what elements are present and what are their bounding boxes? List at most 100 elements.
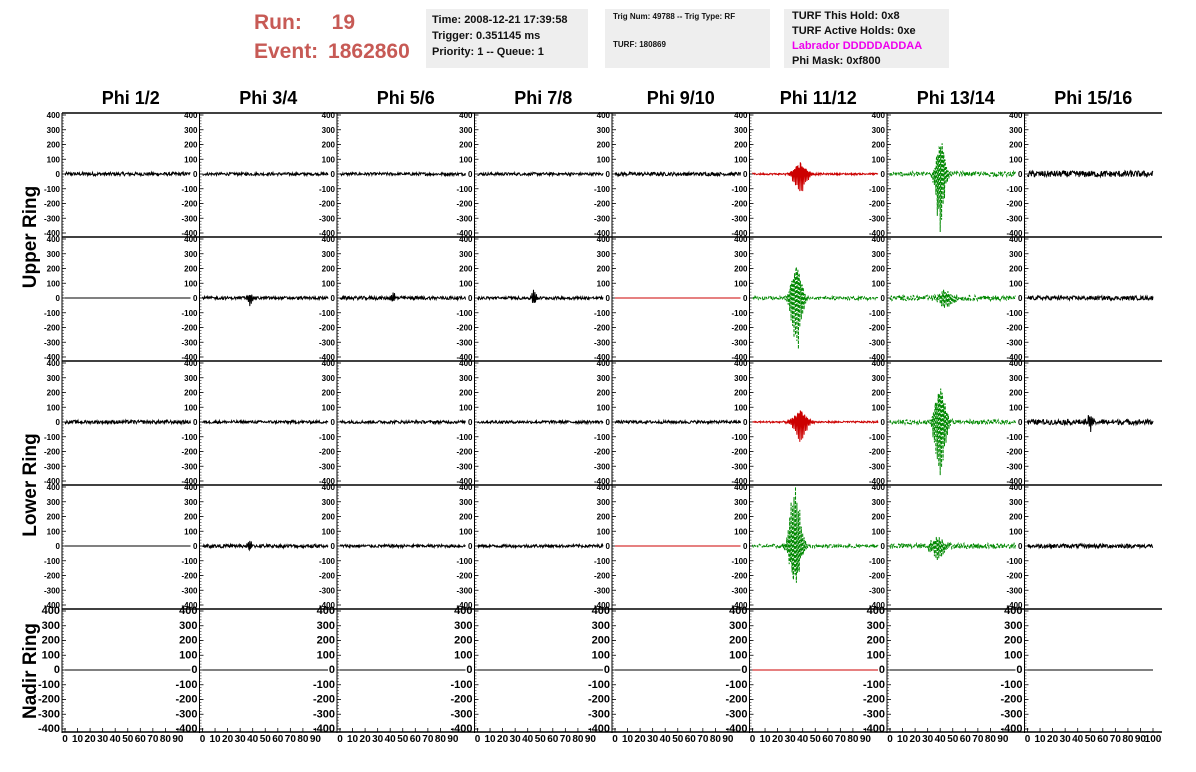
y-tick-label: 0 <box>743 294 748 303</box>
y-tick-label: 400 <box>872 483 886 492</box>
y-tick-label: 400 <box>729 605 747 617</box>
y-tick-label: 200 <box>322 141 336 150</box>
y-tick-label: 100 <box>729 649 747 661</box>
x-tick-label: 20 <box>360 734 372 745</box>
y-tick-label: 300 <box>734 126 748 135</box>
y-tick-label: 200 <box>459 265 473 274</box>
y-tick-label: 300 <box>317 620 335 632</box>
y-tick-label: 300 <box>1009 374 1023 383</box>
y-tick-label: -300 <box>1000 708 1022 720</box>
turf-hold-text: TURF This Hold: 0x8 <box>792 10 900 22</box>
y-tick-label: -400 <box>181 229 198 238</box>
trig-num-text: Trig Num: 49788 -- Trig Type: RF <box>613 12 736 21</box>
y-tick-label: -300 <box>181 586 198 595</box>
y-tick-label: 100 <box>734 279 748 288</box>
y-tick-label: -300 <box>319 462 336 471</box>
y-tick-label: -300 <box>869 462 886 471</box>
y-tick-label: 200 <box>184 265 198 274</box>
y-tick-label: -400 <box>319 601 336 610</box>
y-tick-label: -400 <box>44 601 61 610</box>
y-tick-label: 200 <box>47 389 61 398</box>
y-tick-label: 300 <box>597 374 611 383</box>
y-tick-label: 0 <box>606 542 611 551</box>
y-tick-label: -200 <box>319 324 336 333</box>
y-tick-label: 100 <box>179 649 197 661</box>
x-tick-label: 0 <box>337 734 343 745</box>
trig-info-box: Trig Num: 49788 -- Trig Type: RF TURF: 1… <box>605 9 770 68</box>
y-tick-label: -300 <box>450 708 472 720</box>
y-tick-label: -200 <box>731 448 748 457</box>
x-tick-label: 40 <box>522 734 534 745</box>
y-tick-label: 300 <box>734 374 748 383</box>
y-tick-label: -300 <box>456 338 473 347</box>
y-tick-label: 200 <box>317 635 335 647</box>
y-tick-label: 0 <box>606 170 611 179</box>
y-tick-label: 100 <box>1004 649 1022 661</box>
x-tick-label: 90 <box>585 734 597 745</box>
y-tick-label: 100 <box>872 155 886 164</box>
waveform-trace-r2-c7 <box>889 289 1016 309</box>
y-tick-label: 400 <box>322 111 336 120</box>
x-tick-label: 50 <box>260 734 272 745</box>
y-tick-label: -400 <box>38 723 60 735</box>
y-tick-label: -100 <box>863 679 885 691</box>
y-tick-label: -100 <box>731 433 748 442</box>
y-tick-label: -200 <box>181 200 198 209</box>
y-tick-label: -100 <box>456 309 473 318</box>
y-tick-label: -300 <box>594 338 611 347</box>
y-tick-label: 0 <box>329 664 335 676</box>
y-tick-label: -400 <box>594 601 611 610</box>
waveform-trace-r3-c3 <box>339 418 466 426</box>
y-tick-label: -100 <box>319 309 336 318</box>
y-tick-label: 400 <box>597 483 611 492</box>
ring-label-upper-ring: Upper Ring <box>20 186 41 288</box>
x-tick-label: 20 <box>1047 734 1059 745</box>
y-tick-label: -300 <box>1006 586 1023 595</box>
y-tick-label: 400 <box>1009 235 1023 244</box>
y-tick-label: 200 <box>454 635 472 647</box>
y-tick-label: 300 <box>872 250 886 259</box>
x-tick-label: 70 <box>147 734 159 745</box>
y-tick-label: 300 <box>179 620 197 632</box>
run-event-header: Run: 19 Event: 1862860 <box>254 8 410 66</box>
x-tick-label: 50 <box>672 734 684 745</box>
y-tick-label: 100 <box>459 403 473 412</box>
y-tick-label: 0 <box>468 170 473 179</box>
y-tick-label: 300 <box>47 374 61 383</box>
y-tick-label: 200 <box>1009 141 1023 150</box>
waveform-trace-r1-c2 <box>202 170 329 178</box>
y-tick-label: 200 <box>872 141 886 150</box>
y-tick-label: 400 <box>459 235 473 244</box>
waveform-trace-r3-c4 <box>477 418 604 426</box>
y-tick-label: 300 <box>322 498 336 507</box>
y-tick-label: -100 <box>38 679 60 691</box>
y-tick-label: -300 <box>175 708 197 720</box>
y-tick-label: -200 <box>456 200 473 209</box>
labrador-text: Labrador DDDDDADDAA <box>792 40 923 52</box>
y-tick-label: 0 <box>56 294 61 303</box>
x-tick-label: 30 <box>510 734 522 745</box>
y-tick-label: 300 <box>47 498 61 507</box>
y-tick-label: 400 <box>184 359 198 368</box>
y-tick-label: 0 <box>881 294 886 303</box>
x-tick-label: 60 <box>960 734 972 745</box>
y-tick-label: 100 <box>867 649 885 661</box>
y-tick-label: -200 <box>313 694 335 706</box>
waveform-trace-r4-c7 <box>889 536 1016 561</box>
y-tick-label: 100 <box>322 527 336 536</box>
y-tick-label: 400 <box>459 359 473 368</box>
y-tick-label: -200 <box>725 694 747 706</box>
x-tick-label: 30 <box>785 734 797 745</box>
y-tick-label: 100 <box>734 403 748 412</box>
y-tick-label: -100 <box>1006 185 1023 194</box>
y-tick-label: 200 <box>597 265 611 274</box>
y-tick-label: 0 <box>56 418 61 427</box>
y-tick-label: 100 <box>592 649 610 661</box>
y-tick-label: 0 <box>604 664 610 676</box>
y-tick-label: 0 <box>193 418 198 427</box>
y-tick-label: 100 <box>47 155 61 164</box>
y-tick-label: -400 <box>731 229 748 238</box>
column-title-1: Phi 1/2 <box>102 88 160 108</box>
y-tick-label: 200 <box>179 635 197 647</box>
